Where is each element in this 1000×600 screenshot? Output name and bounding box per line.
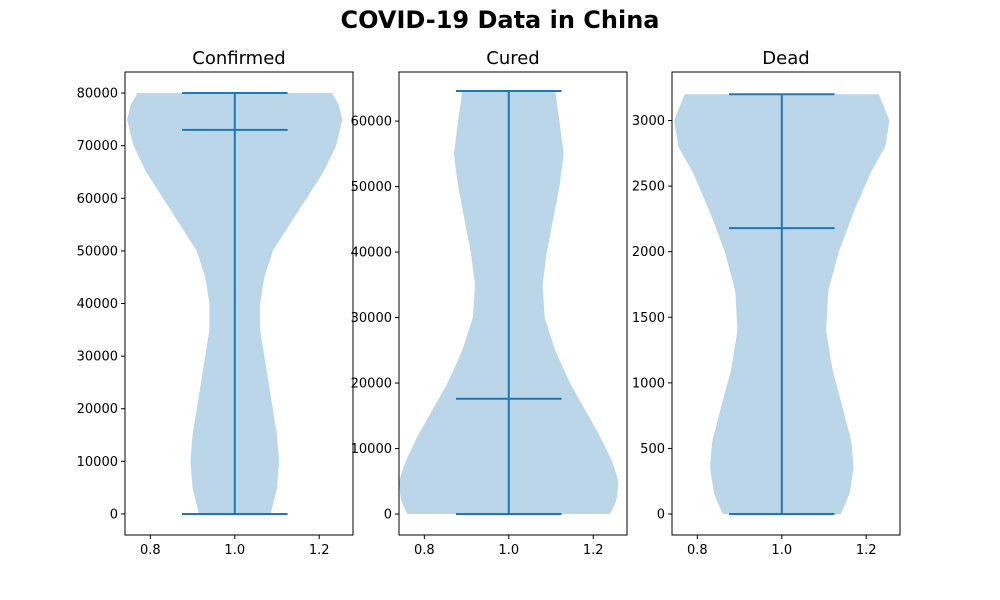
panel-cured: 0 10000 20000 30000 40000 50000 60000 0.8 1.0 1.2… (351, 48, 628, 558)
cured-ytick-label: 10000 (351, 442, 392, 457)
panel-confirmed: 0 10000 20000 30000 40000 50000 60000 70000 8000… (77, 48, 354, 558)
confirmed-ytick-label: 10000 (77, 455, 118, 470)
cured-ytick-label: 40000 (351, 246, 392, 261)
dead-ytick-label: 1000 (632, 376, 665, 391)
confirmed-ytick-label: 60000 (77, 192, 118, 207)
cured-ytick-label: 60000 (351, 115, 392, 130)
dead-ytick-label: 1500 (632, 311, 665, 326)
dead-axes-frame (671, 71, 901, 536)
confirmed-title: Confirmed (192, 48, 285, 69)
cured-title: Cured (486, 48, 539, 69)
confirmed-xtick-label: 1.0 (224, 543, 245, 558)
dead-title: Dead (762, 48, 809, 69)
dead-ytick-label: 2500 (632, 180, 665, 195)
confirmed-ytick-label: 50000 (77, 244, 118, 259)
panel-dead: 0 500 1000 1500 2000 2500 3000 0.8 1.0 1.2 Dead (632, 48, 901, 558)
cured-ytick-label: 0 (384, 508, 392, 523)
dead-xtick-label: 1.2 (856, 543, 877, 558)
confirmed-ytick-label: 40000 (77, 297, 118, 312)
confirmed-xtick-label: 0.8 (140, 543, 161, 558)
confirmed-ytick-label: 70000 (77, 139, 118, 154)
figure-title: COVID-19 Data in China (340, 6, 660, 34)
cured-ytick-label: 30000 (351, 311, 392, 326)
dead-xtick-label: 1.0 (771, 543, 792, 558)
dead-ytick-label: 500 (640, 442, 665, 457)
dead-xtick-label: 0.8 (687, 543, 708, 558)
cured-xtick-label: 1.2 (583, 543, 604, 558)
confirmed-ytick-label: 30000 (77, 350, 118, 365)
cured-xtick-label: 0.8 (414, 543, 435, 558)
dead-ytick-label: 3000 (632, 114, 665, 129)
confirmed-xtick-label: 1.2 (309, 543, 330, 558)
confirmed-ytick-label: 0 (110, 507, 118, 522)
confirmed-ytick-label: 20000 (77, 402, 118, 417)
dead-ytick-label: 2000 (632, 245, 665, 260)
dead-ytick-label: 0 (657, 508, 665, 523)
confirmed-ytick-label: 80000 (77, 87, 118, 102)
cured-ytick-label: 20000 (351, 377, 392, 392)
cured-xtick-label: 1.0 (498, 543, 519, 558)
cured-ytick-label: 50000 (351, 180, 392, 195)
cured-axes-frame (398, 71, 628, 536)
